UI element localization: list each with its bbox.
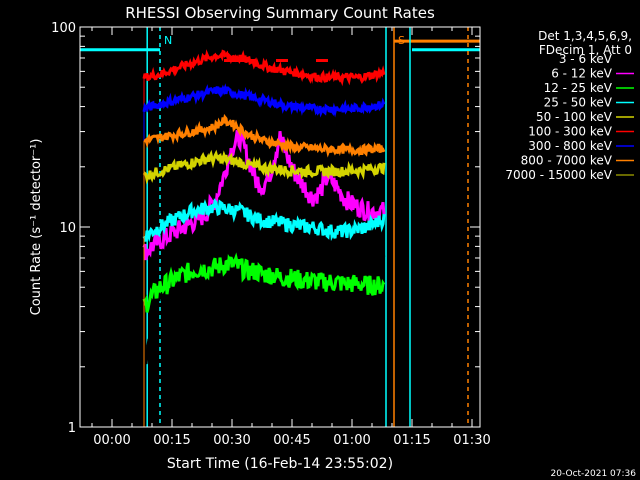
legend-label-800-7000-kev: 800 - 7000 keV <box>521 154 613 168</box>
axis-layer: 00:00 00:15 00:30 00:45 01:00 01:15 01:30 1 10 10… <box>51 21 491 448</box>
legend-label-100-300-kev: 100 - 300 keV <box>528 125 612 139</box>
y-tick-label-1: 1 <box>68 421 76 436</box>
x-tick-label-01-30: 01:30 <box>453 433 490 448</box>
legend: Det 1,3,4,5,6,9,FDecim 1, Att 03 - 6 keV… <box>505 29 634 182</box>
footer-timestamp: 20-Oct-2021 07:36 <box>551 469 637 479</box>
y-axis-label: Count Rate (s⁻¹ detector⁻¹) <box>29 139 44 316</box>
legend-label-7000-15000-kev: 7000 - 15000 keV <box>505 168 612 182</box>
x-tick-label-01-00: 01:00 <box>333 433 370 448</box>
legend-label-3-6-kev: 3 - 6 keV <box>559 52 613 66</box>
x-tick-label-01-15: 01:15 <box>393 433 430 448</box>
series-line-12-25-kev <box>142 252 386 313</box>
legend-header-0: Det 1,3,4,5,6,9, <box>538 29 632 43</box>
legend-label-12-25-kev: 12 - 25 keV <box>544 81 613 95</box>
series-line-6-12-kev <box>142 129 386 261</box>
legend-header-1: FDecim 1, Att 0 <box>539 43 632 57</box>
legend-label-25-50-kev: 25 - 50 keV <box>544 96 613 110</box>
y-tick-label-100: 100 <box>51 21 76 36</box>
y-tick-label-10: 10 <box>59 221 76 236</box>
x-tick-label-00-15: 00:15 <box>153 433 190 448</box>
marker-label-n: N <box>164 34 172 47</box>
x-tick-label-00-45: 00:45 <box>273 433 310 448</box>
series-line-800-7000-kev <box>143 113 386 158</box>
x-tick-label-00-00: 00:00 <box>93 433 130 448</box>
series-800-7000-kev <box>143 113 386 427</box>
series-line-100-300-kev <box>142 49 386 87</box>
legend-label-50-100-kev: 50 - 100 keV <box>536 110 613 124</box>
x-axis-label: Start Time (16-Feb-14 23:55:02) <box>167 456 393 472</box>
legend-label-300-800-kev: 300 - 800 keV <box>528 139 612 153</box>
chart-title: RHESSI Observing Summary Count Rates <box>125 4 435 22</box>
series-line-300-800-kev <box>142 83 386 118</box>
x-tick-label-00-30: 00:30 <box>213 433 250 448</box>
series-line-25-50-kev <box>142 198 386 243</box>
legend-label-6-12-kev: 6 - 12 keV <box>551 67 613 81</box>
marker-label-s: S <box>398 34 405 47</box>
series-line-50-100-kev <box>142 149 386 185</box>
